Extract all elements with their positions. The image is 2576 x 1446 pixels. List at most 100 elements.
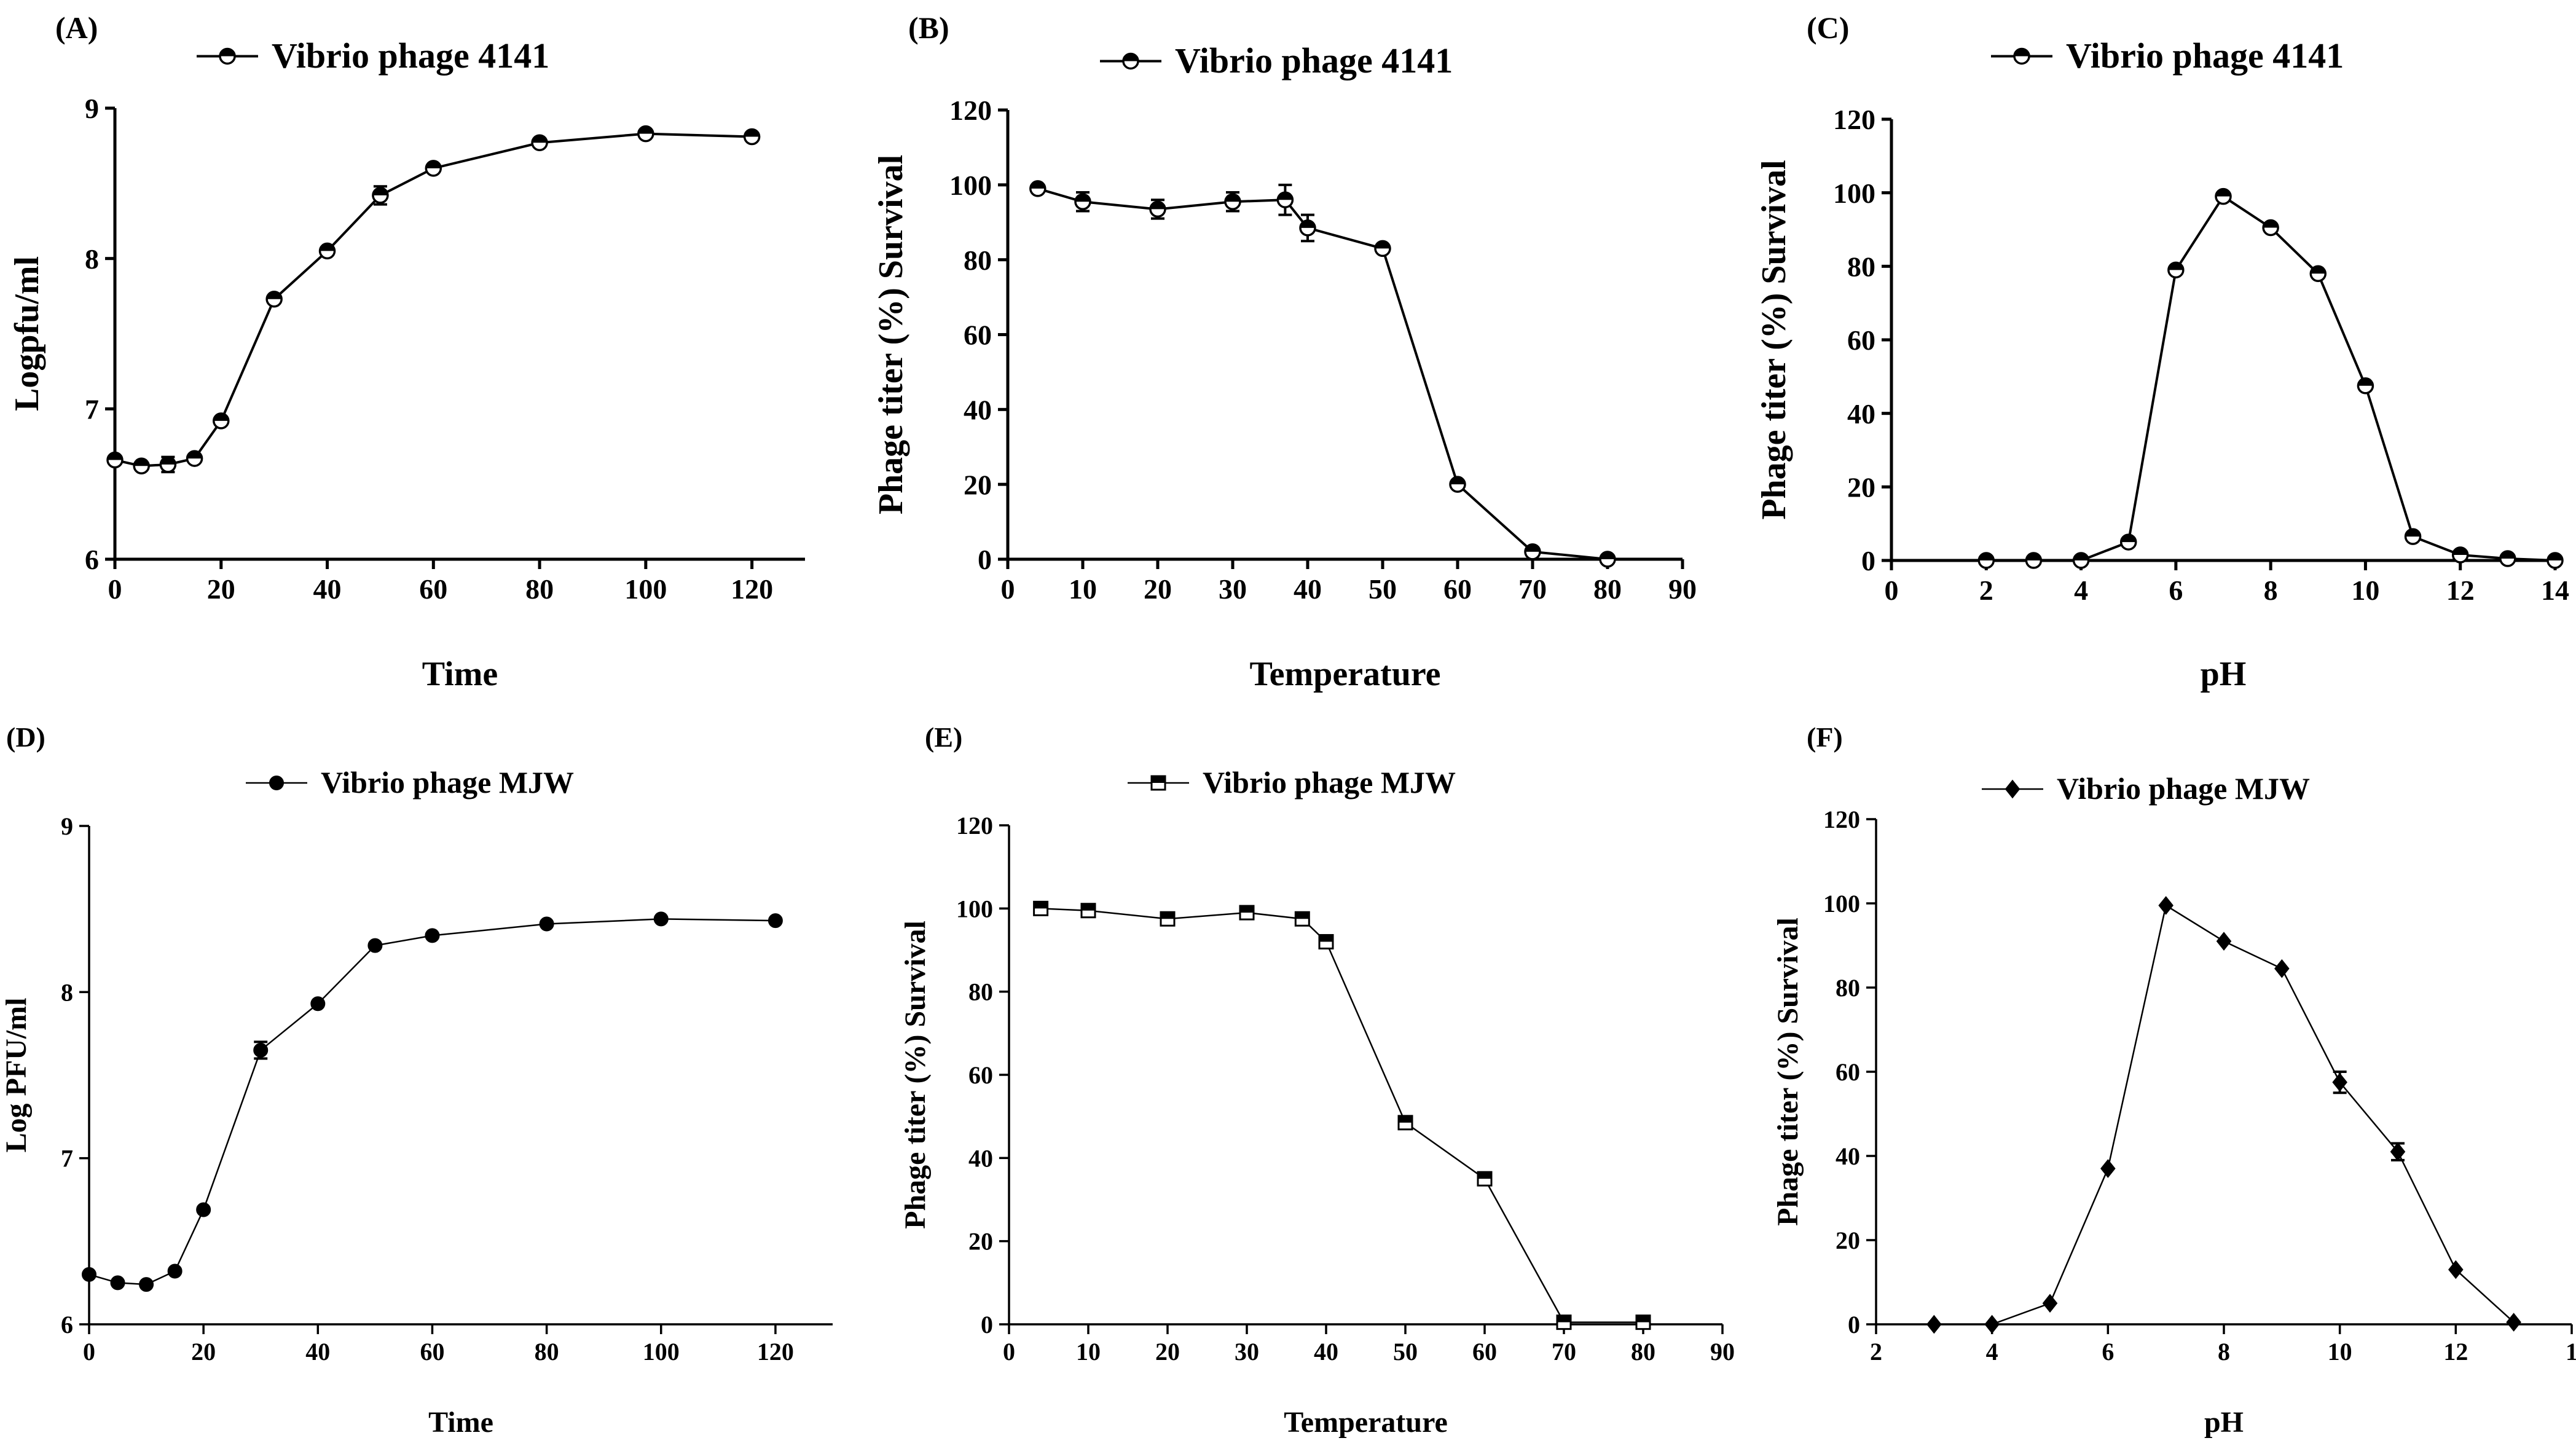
data-point: [159, 456, 177, 473]
x-tick-label: 30: [1235, 1338, 1259, 1365]
y-tick-label: 100: [956, 895, 993, 922]
y-tick-label: 100: [1823, 890, 1860, 918]
y-tick-label: 60: [1847, 324, 1875, 356]
data-point: [1276, 191, 1294, 208]
data-point: [1318, 933, 1334, 949]
data-point: [2357, 377, 2374, 395]
y-tick-label: 100: [1833, 178, 1875, 209]
x-tick-label: 60: [420, 1338, 444, 1365]
legend-marker: [1150, 775, 1166, 791]
data-point: [139, 1277, 154, 1292]
y-tick-label: 9: [61, 812, 73, 840]
legend-label: Vibrio phage 4141: [272, 36, 549, 76]
x-tick-label: 120: [731, 573, 773, 605]
data-point: [2167, 261, 2185, 279]
data-point: [425, 928, 440, 943]
x-tick-label: 60: [1443, 573, 1472, 605]
data-point: [2262, 219, 2279, 237]
y-tick-label: 40: [968, 1144, 993, 1172]
y-tick-label: 0: [981, 1311, 993, 1338]
y-tick-label: 7: [61, 1145, 73, 1173]
data-point: [637, 125, 654, 143]
data-point: [2100, 1159, 2116, 1178]
legend-marker: [219, 47, 236, 65]
x-tick-label: 20: [207, 573, 235, 605]
data-point: [1033, 900, 1049, 916]
x-tick-label: 120: [757, 1338, 794, 1365]
data-point: [1524, 543, 1541, 560]
x-tick-label: 20: [1144, 573, 1172, 605]
x-tick-label: 4: [1986, 1338, 1998, 1365]
data-point: [1599, 551, 1616, 568]
panel-label: (B): [908, 10, 949, 45]
data-point: [2025, 552, 2043, 569]
x-tick-label: 10: [1069, 573, 1097, 605]
data-point: [1397, 1115, 1413, 1131]
data-point: [2072, 552, 2090, 569]
x-tick-label: 30: [1219, 573, 1247, 605]
data-point: [133, 457, 150, 475]
x-axis-title: Temperature: [1284, 1406, 1448, 1439]
y-tick-label: 60: [968, 1061, 993, 1089]
y-tick-label: 6: [85, 544, 99, 575]
data-point: [2404, 528, 2422, 545]
data-point: [1074, 193, 1091, 210]
data-point: [106, 451, 124, 469]
x-tick-label: 50: [1368, 573, 1397, 605]
y-tick-label: 8: [61, 978, 73, 1006]
data-point: [2309, 265, 2327, 283]
x-tick-label: 40: [1294, 573, 1322, 605]
data-point: [1160, 911, 1176, 927]
data-point: [2119, 533, 2137, 551]
y-tick-label: 60: [964, 320, 992, 351]
panel-label: (D): [6, 721, 45, 753]
x-tick-label: 2: [1870, 1338, 1882, 1365]
x-tick-label: 90: [1668, 573, 1697, 605]
legend-label: Vibrio phage MJW: [2057, 771, 2310, 806]
data-point: [743, 128, 761, 146]
data-point: [110, 1275, 125, 1291]
data-point: [2274, 959, 2290, 978]
data-point: [318, 242, 336, 260]
x-tick-label: 20: [191, 1338, 216, 1365]
legend: Vibrio phage MJW: [246, 765, 574, 800]
x-tick-label: 1: [2566, 1338, 2576, 1365]
data-point: [2216, 932, 2232, 951]
x-axis-title: pH: [2204, 1406, 2244, 1439]
legend-label: Vibrio phage MJW: [321, 765, 574, 800]
y-axis-title: Phage titer (%) Survival: [899, 921, 932, 1229]
data-point: [196, 1202, 211, 1217]
x-tick-label: 0: [108, 573, 122, 605]
legend: Vibrio phage MJW: [1982, 771, 2310, 806]
x-tick-label: 8: [2218, 1338, 2230, 1365]
legend-marker: [2005, 779, 2020, 799]
y-tick-label: 20: [1836, 1227, 1860, 1254]
x-tick-label: 40: [313, 573, 342, 605]
chart-panel-3: (C) 0 2 4 6 8 10 12 14 0 20 40 60 80 100 120 pH Phage tit…: [1755, 10, 2569, 693]
data-point: [1239, 905, 1255, 921]
data-point: [653, 911, 669, 927]
legend: Vibrio phage 4141: [197, 36, 549, 76]
data-point: [1224, 193, 1241, 210]
chart-panel-1: (A) 0 20 40 60 80 100 120 6 7 8 9 Time Logpfu/ml Vibri…: [8, 10, 805, 693]
data-point: [1556, 1314, 1572, 1330]
data-point: [2042, 1294, 2058, 1313]
data-point: [265, 290, 283, 308]
legend-label: Vibrio phage MJW: [1203, 765, 1456, 800]
series-line: [1040, 908, 1643, 1323]
data-point: [1477, 1171, 1493, 1187]
panel-label: (C): [1807, 10, 1849, 45]
y-tick-label: 20: [1847, 471, 1875, 503]
data-point: [310, 996, 326, 1012]
data-point: [1029, 180, 1046, 197]
data-point: [1299, 219, 1316, 237]
series-line: [1934, 904, 2515, 1326]
y-tick-label: 6: [61, 1311, 73, 1338]
x-tick-label: 50: [1393, 1338, 1418, 1365]
x-tick-label: 40: [305, 1338, 330, 1365]
y-tick-label: 80: [1836, 974, 1860, 1002]
x-tick-label: 60: [419, 573, 447, 605]
data-point: [2215, 187, 2232, 205]
x-tick-label: 10: [1076, 1338, 1101, 1365]
series-line: [1037, 187, 1608, 560]
